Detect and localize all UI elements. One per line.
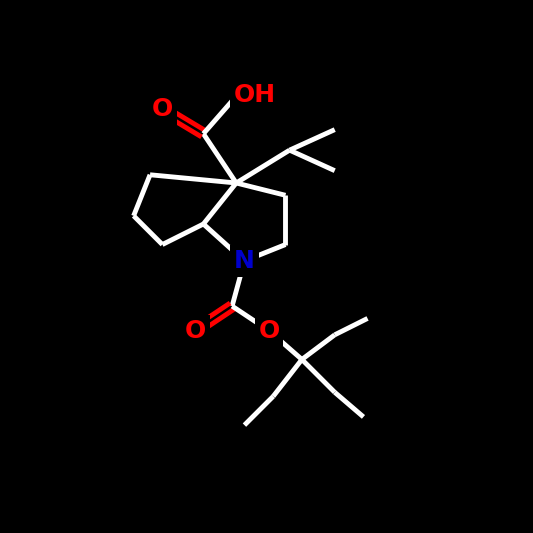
Text: O: O	[152, 97, 173, 121]
Text: N: N	[234, 249, 255, 273]
Text: O: O	[259, 319, 280, 343]
Text: O: O	[184, 319, 206, 343]
Text: OH: OH	[233, 83, 276, 107]
